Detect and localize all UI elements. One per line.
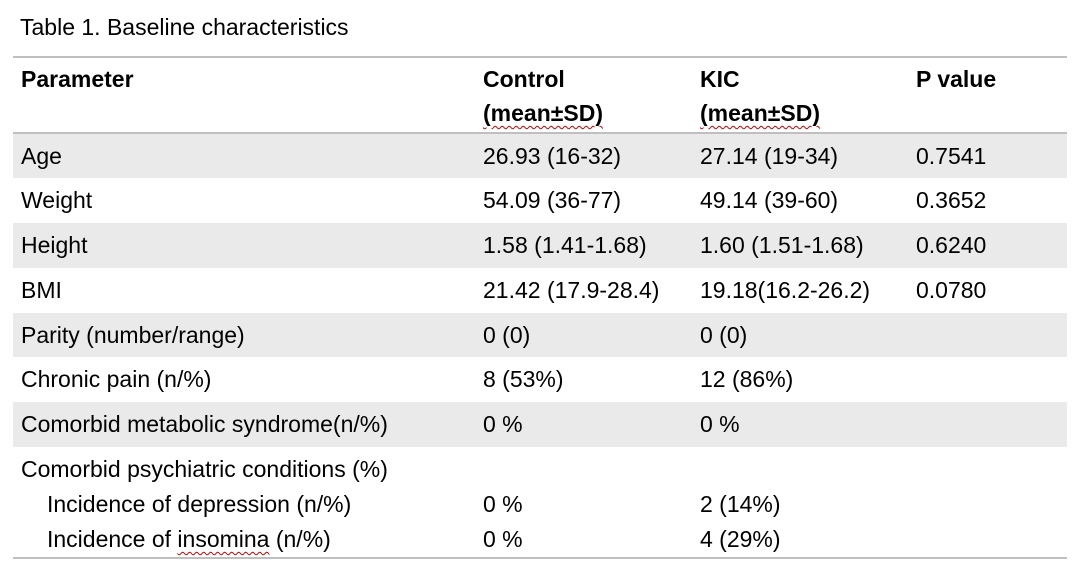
cell-parameter: Chronic pain (n/%) <box>21 366 212 392</box>
cell-kic: 12 (86%) <box>700 366 794 392</box>
table-header-rule <box>13 132 1067 134</box>
insomnia-label-misspelled: insomina <box>177 526 270 552</box>
table-row-psychiatric: Comorbid psychiatric conditions (%) Inci… <box>13 452 1067 556</box>
header-pvalue: P value <box>916 66 997 92</box>
cell-parameter-heading: Comorbid psychiatric conditions (%) <box>21 456 388 482</box>
cell-control-insomnia: 0 % <box>483 526 523 552</box>
cell-parameter: Weight <box>21 187 93 213</box>
cell-kic: 19.18(16.2-26.2) <box>700 277 871 303</box>
cell-kic: 1.60 (1.51-1.68) <box>700 232 864 258</box>
table-row: Chronic pain (n/%) 8 (53%) 12 (86%) <box>13 357 1067 402</box>
insomnia-label-post: (n/%) <box>269 526 331 552</box>
header-kic-line1: KIC <box>700 66 740 92</box>
table-row: BMI 21.42 (17.9-28.4) 19.18(16.2-26.2) 0… <box>13 268 1067 313</box>
insomnia-label-pre: Incidence of <box>47 526 178 552</box>
cell-kic: 0 (0) <box>700 322 748 348</box>
cell-kic: 49.14 (39-60) <box>700 187 839 213</box>
cell-kic: 0 % <box>700 411 740 437</box>
table-row: Age 26.93 (16-32) 27.14 (19-34) 0.7541 <box>13 134 1067 178</box>
cell-pvalue: 0.3652 <box>916 187 987 213</box>
cell-control: 1.58 (1.41-1.68) <box>483 232 647 258</box>
header-control-line1: Control <box>483 66 565 92</box>
table-row: Weight 54.09 (36-77) 49.14 (39-60) 0.365… <box>13 178 1067 223</box>
cell-control: 26.93 (16-32) <box>483 143 622 169</box>
cell-parameter: Parity (number/range) <box>21 322 245 348</box>
cell-control-depression: 0 % <box>483 491 523 517</box>
table-row: Comorbid metabolic syndrome(n/%) 0 % 0 % <box>13 402 1067 447</box>
header-control-line2: (mean±SD) <box>483 100 603 126</box>
cell-pvalue: 0.6240 <box>916 232 987 258</box>
table-top-rule <box>13 56 1067 58</box>
cell-parameter: BMI <box>21 277 62 303</box>
cell-kic: 27.14 (19-34) <box>700 143 839 169</box>
header-parameter: Parameter <box>21 66 134 92</box>
table-caption: Table 1. Baseline characteristics <box>20 14 349 40</box>
cell-kic-insomnia: 4 (29%) <box>700 526 781 552</box>
cell-pvalue: 0.0780 <box>916 277 987 303</box>
cell-parameter: Height <box>21 232 88 258</box>
header-kic-line2: (mean±SD) <box>700 100 820 126</box>
cell-control: 54.09 (36-77) <box>483 187 622 213</box>
table-row: Height 1.58 (1.41-1.68) 1.60 (1.51-1.68)… <box>13 223 1067 268</box>
header-control: Control (mean±SD) <box>483 62 603 130</box>
cell-parameter-depression: Incidence of depression (n/%) <box>47 491 352 517</box>
cell-control: 0 (0) <box>483 322 531 348</box>
header-kic: KIC (mean±SD) <box>700 62 820 130</box>
cell-kic-depression: 2 (14%) <box>700 491 781 517</box>
cell-control: 0 % <box>483 411 523 437</box>
cell-parameter: Comorbid metabolic syndrome(n/%) <box>21 411 388 437</box>
cell-pvalue: 0.7541 <box>916 143 987 169</box>
cell-control: 8 (53%) <box>483 366 564 392</box>
table-header-row: Parameter Control (mean±SD) KIC (mean±SD… <box>13 62 1067 132</box>
table-bottom-rule <box>13 557 1067 559</box>
cell-parameter: Age <box>21 143 62 169</box>
cell-control: 21.42 (17.9-28.4) <box>483 277 660 303</box>
cell-parameter-insomnia: Incidence of insomina (n/%) <box>21 522 331 556</box>
table-row: Parity (number/range) 0 (0) 0 (0) <box>13 313 1067 357</box>
